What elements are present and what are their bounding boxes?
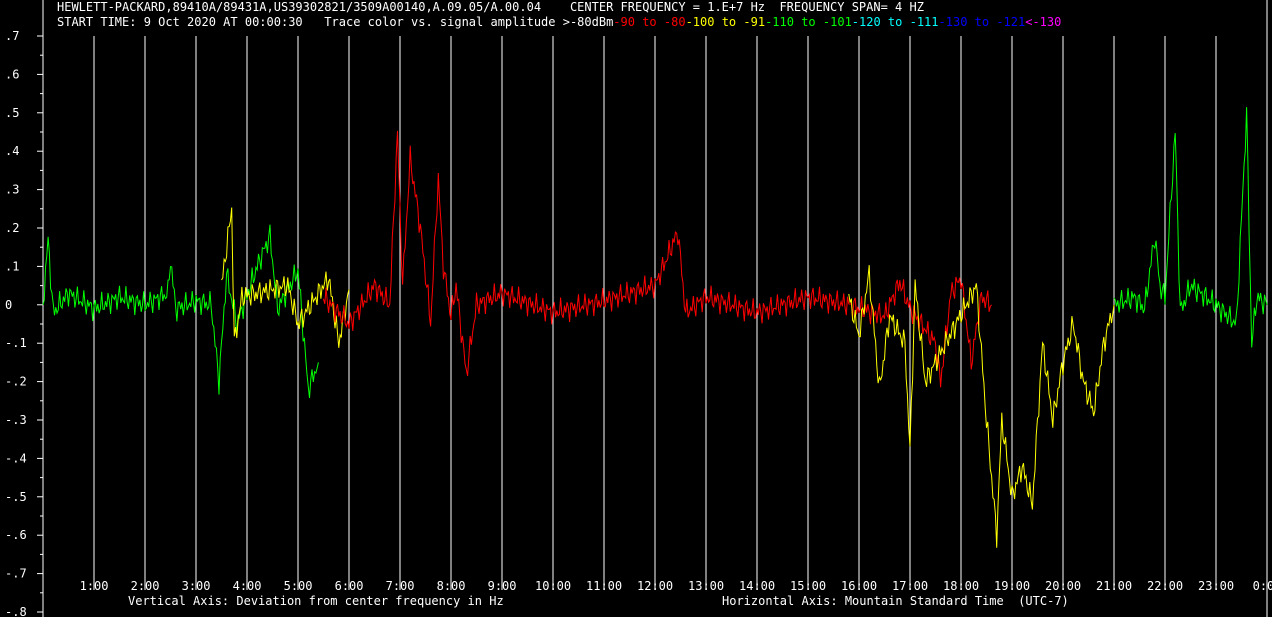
start-time-text: START TIME: 9 Oct 2020 AT 00:00:30 Trace… xyxy=(57,15,614,29)
y-tick-label: -.1 xyxy=(5,336,27,350)
y-tick-label: .1 xyxy=(5,259,19,273)
x-tick-label: 20:00 xyxy=(1045,579,1081,593)
x-axis: 1:00 2:00 3:00 4:00 5:00 6:00 7:00 8:00 9:00 10:0… xyxy=(80,579,1272,593)
trace-series xyxy=(221,207,350,348)
x-tick-label: 16:00 xyxy=(841,579,877,593)
x-tick-label: 6:00 xyxy=(335,579,364,593)
y-tick-label: .2 xyxy=(5,221,19,235)
y-tick-label: .4 xyxy=(5,144,19,158)
y-tick-label: .7 xyxy=(5,29,19,43)
trace-series xyxy=(848,265,1115,548)
y-tick-label: -.6 xyxy=(5,528,27,542)
x-tick-label: 10:00 xyxy=(535,579,571,593)
y-axis-title: Vertical Axis: Deviation from center fre… xyxy=(128,594,504,608)
x-tick-label: 1:00 xyxy=(80,579,109,593)
x-tick-label: 14:00 xyxy=(739,579,775,593)
x-axis-title: Horizontal Axis: Mountain Standard Time … xyxy=(722,594,1069,608)
legend-item: -101 xyxy=(822,15,852,29)
legend-item: to xyxy=(714,15,744,29)
legend-item: -130 xyxy=(938,15,968,29)
x-tick-label: 18:00 xyxy=(943,579,979,593)
legend-item: <-130 xyxy=(1025,15,1062,29)
x-tick-label: 15:00 xyxy=(790,579,826,593)
vertical-gridlines xyxy=(93,0,1268,617)
legend-item: to xyxy=(793,15,823,29)
x-tick-label: 0:00 xyxy=(1253,579,1272,593)
x-tick-label: 23:00 xyxy=(1198,579,1234,593)
x-tick-label: 12:00 xyxy=(637,579,673,593)
y-tick-label: 0 xyxy=(5,298,12,312)
instrument-header: HEWLETT-PACKARD,89410A/89431A,US39302821… xyxy=(57,0,924,14)
legend-item: to xyxy=(880,15,910,29)
legend-item: -120 xyxy=(851,15,881,29)
y-tick-label: -.4 xyxy=(5,451,27,465)
x-tick-label: 3:00 xyxy=(182,579,211,593)
x-tick-label: 8:00 xyxy=(437,579,466,593)
y-tick-label: .6 xyxy=(5,67,19,81)
x-tick-label: 2:00 xyxy=(131,579,160,593)
legend-item: -111 xyxy=(909,15,939,29)
y-tick-label: -.2 xyxy=(5,375,27,389)
x-tick-label: 7:00 xyxy=(386,579,415,593)
y-tick-label: -.8 xyxy=(5,605,27,617)
y-tick-label: .3 xyxy=(5,183,19,197)
x-tick-label: 22:00 xyxy=(1147,579,1183,593)
x-tick-label: 11:00 xyxy=(586,579,622,593)
x-tick-label: 21:00 xyxy=(1096,579,1132,593)
legend-item: to xyxy=(967,15,997,29)
y-tick-label: -.5 xyxy=(5,490,27,504)
y-tick-label: -.7 xyxy=(5,567,27,581)
legend-item: -121 xyxy=(996,15,1026,29)
y-tick-label: -.3 xyxy=(5,413,27,427)
amplitude-legend: -90 to -80-100 to -91-110 to -101-120 to… xyxy=(613,15,1061,29)
signal-trace xyxy=(42,107,1268,548)
trace-series xyxy=(323,130,992,388)
trace-series xyxy=(42,224,319,399)
x-tick-label: 13:00 xyxy=(688,579,724,593)
trace-series xyxy=(1113,107,1268,348)
legend-item: -91 xyxy=(743,15,766,29)
legend-item: -80 xyxy=(663,15,686,29)
start-time-line: START TIME: 9 Oct 2020 AT 00:00:30 Trace… xyxy=(57,15,1061,29)
x-tick-label: 9:00 xyxy=(488,579,517,593)
legend-item: -100 xyxy=(685,15,715,29)
legend-item: -110 xyxy=(765,15,794,29)
legend-item: to xyxy=(634,15,664,29)
y-tick-label: .5 xyxy=(5,106,19,120)
x-tick-label: 4:00 xyxy=(233,579,262,593)
legend-item: -90 xyxy=(613,15,635,29)
x-tick-label: 17:00 xyxy=(892,579,928,593)
x-tick-label: 19:00 xyxy=(994,579,1030,593)
y-axis: .7 .6 .5 .4 .3 .2 .1 0 -.1 -.2 -.3 -.4 -.5 -.6 -.7 -.8 xyxy=(5,0,44,617)
x-tick-label: 5:00 xyxy=(284,579,313,593)
